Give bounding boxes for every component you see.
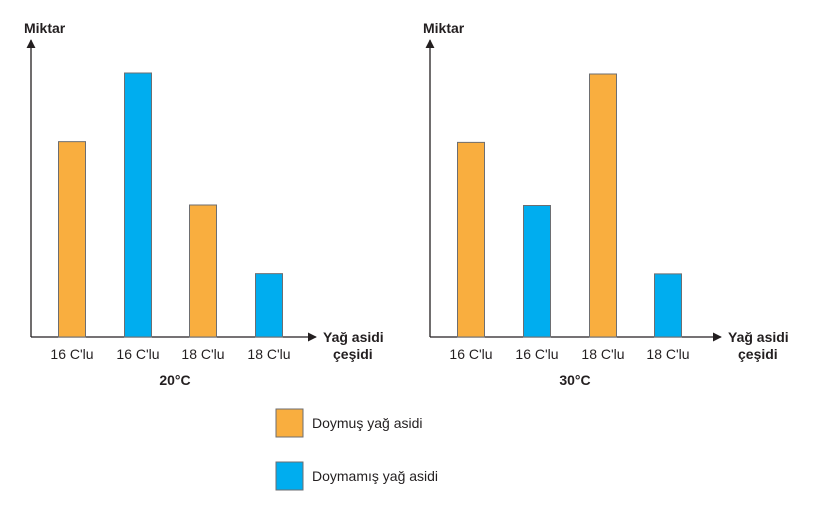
tick-labels-20c: 16 C'lu 16 C'lu 18 C'lu 18 C'lu <box>50 346 290 362</box>
x-tick-label: 16 C'lu <box>449 346 492 362</box>
bar-saturated-3 <box>189 204 217 338</box>
chart-panel-30c: Miktar Yağ asidi çeşidi 16 C'lu 16 C'lu 18… <box>423 20 789 388</box>
bar-unsaturated-4 <box>654 273 682 338</box>
bar-unsaturated-2 <box>523 205 551 338</box>
bar-saturated-3 <box>589 73 617 338</box>
panel-title-20c: 20°C <box>159 372 190 388</box>
x-tick-label: 18 C'lu <box>646 346 689 362</box>
x-tick-label: 16 C'lu <box>116 346 159 362</box>
bar-group-30c <box>457 73 682 338</box>
x-tick-label: 16 C'lu <box>50 346 93 362</box>
x-axis-label-line2: çeşidi <box>738 346 778 362</box>
chart-panel-20c: Miktar Yağ asidi çeşidi 16 C'lu 16 C'lu 18… <box>24 20 384 388</box>
x-tick-label: 16 C'lu <box>515 346 558 362</box>
tick-labels-30c: 16 C'lu 16 C'lu 18 C'lu 18 C'lu <box>449 346 689 362</box>
legend-swatch-saturated <box>275 408 304 438</box>
x-axis-label-line2: çeşidi <box>333 346 373 362</box>
legend-swatch-unsaturated <box>275 461 304 491</box>
bar-unsaturated-2 <box>124 72 152 338</box>
legend: Doymuş yağ asidi Doymamış yağ asidi <box>275 408 438 491</box>
x-tick-label: 18 C'lu <box>181 346 224 362</box>
x-axis-label-line1: Yağ asidi <box>728 329 789 345</box>
legend-label-unsaturated: Doymamış yağ asidi <box>312 468 438 484</box>
bar-group-20c <box>58 72 283 338</box>
bar-saturated-1 <box>457 141 485 338</box>
x-axis-label-line1: Yağ asidi <box>323 329 384 345</box>
legend-label-saturated: Doymuş yağ asidi <box>312 415 423 431</box>
panel-title-30c: 30°C <box>559 372 590 388</box>
x-tick-label: 18 C'lu <box>581 346 624 362</box>
y-axis-label: Miktar <box>24 20 66 36</box>
bar-unsaturated-4 <box>255 273 283 338</box>
y-axis-label: Miktar <box>423 20 465 36</box>
bar-saturated-1 <box>58 141 86 338</box>
x-tick-label: 18 C'lu <box>247 346 290 362</box>
